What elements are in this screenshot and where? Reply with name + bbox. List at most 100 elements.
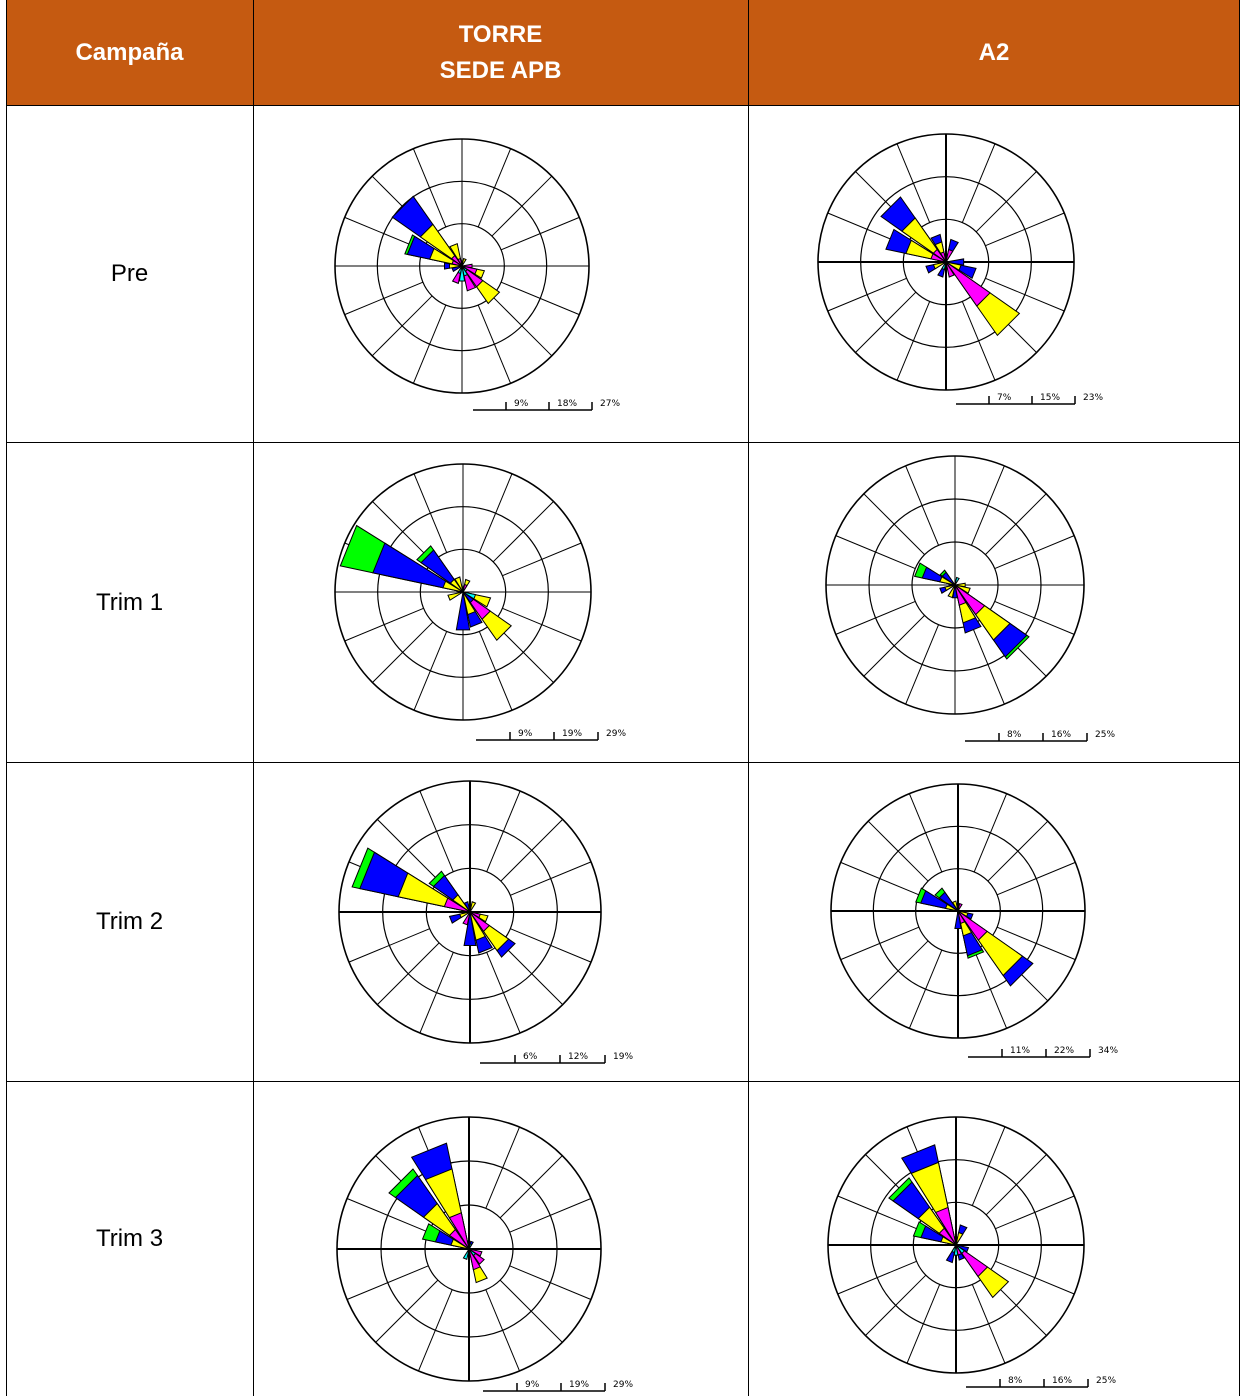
- rose-spoke: [971, 1284, 1006, 1364]
- rose-spoke: [995, 1195, 1075, 1230]
- rose-spoke: [994, 535, 1075, 570]
- scale-label: 9%: [525, 1380, 540, 1390]
- scale-label: 29%: [606, 729, 626, 739]
- rose-spoke: [985, 1154, 1047, 1216]
- rose-petal-segment: [945, 248, 954, 263]
- rose-petal-segment: [955, 1231, 964, 1246]
- scale-label: 19%: [562, 729, 582, 739]
- rose-spoke: [348, 928, 430, 963]
- rose-petal-segment: [953, 1244, 959, 1256]
- rose-spoke: [502, 542, 582, 577]
- rose-spoke: [500, 216, 580, 251]
- rose-spoke: [896, 301, 931, 381]
- rose-spoke: [500, 942, 563, 1005]
- rose-petal-segment: [463, 901, 471, 913]
- scale-label: 7%: [997, 393, 1012, 403]
- rose-petal-segment: [372, 542, 464, 593]
- rose-petal-segment: [447, 591, 464, 601]
- rose-petal-segment: [469, 901, 477, 913]
- rose-petal-segment: [461, 265, 484, 288]
- rose-spoke: [837, 1260, 917, 1295]
- rose-spoke: [970, 624, 1005, 705]
- row-label-trim3: Trim 3: [6, 1082, 253, 1396]
- rose-spoke: [491, 295, 553, 357]
- table-border-left: [6, 0, 7, 1396]
- header-station1-line1: TORRE: [458, 20, 543, 48]
- scale-label: 15%: [1040, 393, 1060, 403]
- rose-spoke: [344, 281, 424, 316]
- rose-spoke: [500, 281, 580, 316]
- table-border-right: [1239, 0, 1240, 1396]
- rose-petal-segment: [419, 223, 463, 267]
- rose-spoke: [509, 1265, 592, 1300]
- rose-spoke: [377, 942, 440, 1005]
- rose-petal-segment: [468, 1248, 481, 1271]
- row-label-pre: Pre: [6, 106, 253, 442]
- rose-spoke: [985, 277, 1065, 312]
- rose-petal-segment: [944, 584, 956, 592]
- row-label-text: Trim 1: [95, 588, 164, 616]
- rose-petal-segment: [461, 257, 467, 267]
- rose-petal-segment: [462, 1248, 470, 1261]
- scale-label: 8%: [1007, 730, 1022, 740]
- rose-petal-segment: [957, 902, 963, 912]
- rose-petal-segment: [939, 251, 947, 263]
- rose-spoke: [840, 926, 920, 961]
- header-campaign-label: Campaña: [75, 38, 184, 66]
- rose-spoke: [477, 304, 512, 384]
- scale-label: 23%: [1083, 393, 1103, 403]
- rose-petal-segment: [452, 894, 471, 913]
- rose-spoke: [863, 493, 925, 555]
- rose-spoke: [994, 600, 1075, 635]
- scale-label: 12%: [568, 1052, 588, 1062]
- rose-petal-segment: [457, 257, 463, 267]
- rose-spoke: [491, 175, 553, 237]
- column-divider-1: [253, 0, 254, 1396]
- rose-spoke: [418, 1289, 453, 1372]
- scale-label: 22%: [1054, 1046, 1074, 1056]
- rose-petal-segment: [451, 265, 463, 273]
- row-label-trim2: Trim 2: [6, 763, 253, 1081]
- rose-spoke: [840, 861, 920, 896]
- rose-petal-segment: [947, 584, 956, 599]
- rose-petal-segment: [469, 911, 487, 941]
- rose-spoke: [375, 1279, 439, 1343]
- rose-spoke: [827, 277, 907, 312]
- rose-spoke: [372, 501, 434, 563]
- rose-spoke: [509, 1198, 592, 1233]
- rose-spoke: [346, 1265, 429, 1300]
- rose-petal-segment: [930, 253, 947, 263]
- rose-spoke: [412, 148, 447, 228]
- rose-spoke: [419, 952, 454, 1034]
- rose-petal-segment: [954, 910, 962, 930]
- rose-spoke: [908, 793, 943, 873]
- rose-spoke: [412, 304, 447, 384]
- rose-spoke: [971, 1126, 1006, 1206]
- rose-spoke: [510, 928, 592, 963]
- rose-spoke: [419, 790, 454, 872]
- rose-spoke: [973, 949, 1008, 1029]
- rose-spoke: [372, 621, 434, 683]
- rose-petal-segment: [941, 261, 947, 271]
- rose-petal-segment: [469, 911, 481, 919]
- rose-spoke: [835, 600, 916, 635]
- rose-spoke: [867, 940, 929, 1002]
- rose-spoke: [995, 1260, 1075, 1295]
- rose-petal-segment: [448, 1228, 470, 1250]
- rose-petal-segment: [932, 261, 947, 270]
- scale-label: 34%: [1098, 1046, 1118, 1056]
- scale-label: 11%: [1010, 1046, 1030, 1056]
- row-label-text: Trim 2: [95, 908, 164, 935]
- row-label-text: Trim 3: [95, 1225, 164, 1252]
- scale-label: 6%: [523, 1052, 538, 1062]
- rose-petal-segment: [945, 258, 965, 266]
- row-label-trim1: Trim 1: [6, 443, 253, 762]
- scale-label: 18%: [557, 399, 577, 409]
- row-divider-3: [6, 1081, 1240, 1082]
- rose-spoke: [973, 793, 1008, 873]
- scale-label: 16%: [1052, 1376, 1072, 1386]
- scale-label: 8%: [1008, 1376, 1023, 1386]
- scale-label: 25%: [1096, 1376, 1116, 1386]
